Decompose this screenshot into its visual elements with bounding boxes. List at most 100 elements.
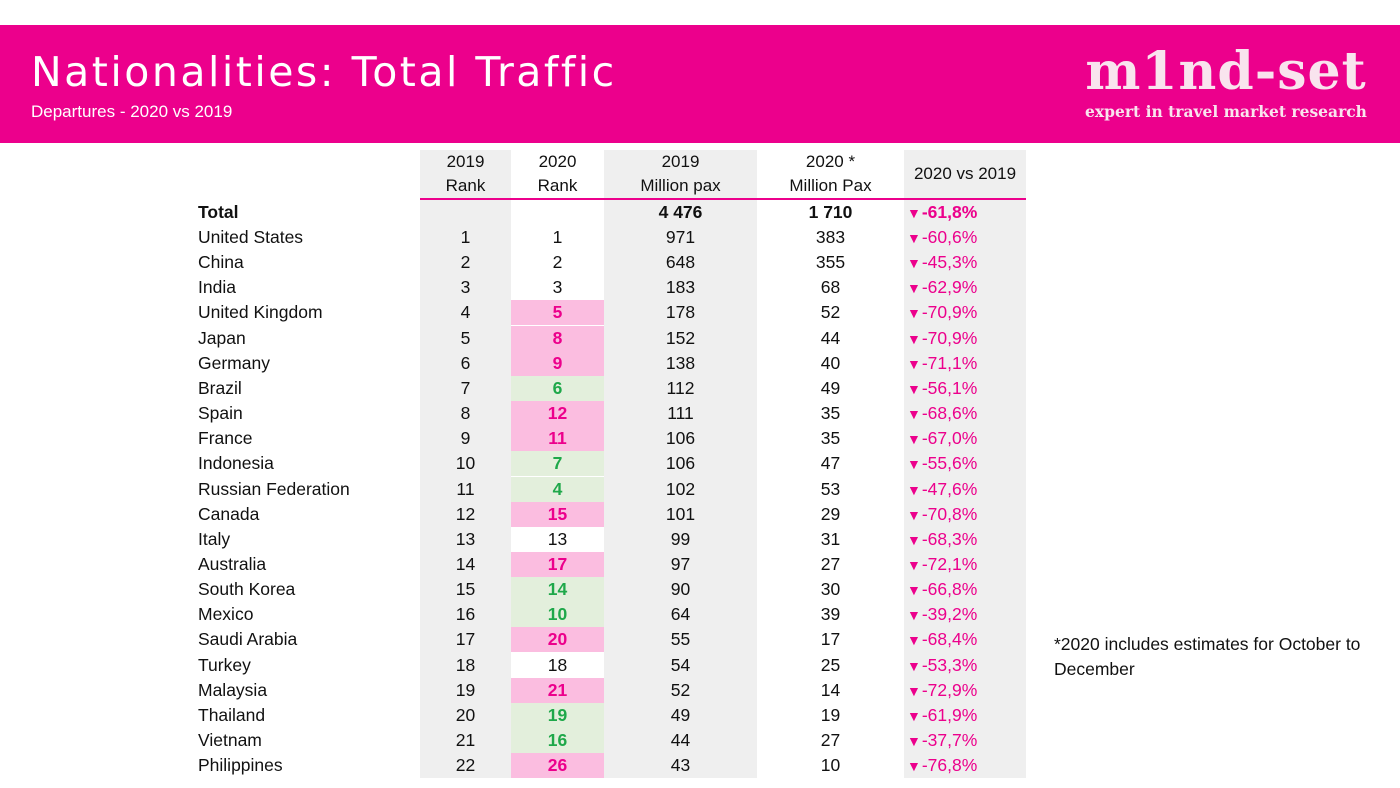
total-pax-2019: 4 476 [658, 202, 703, 222]
total-pax-2020: 1 710 [808, 202, 853, 222]
rank-2020-cell: 13 [511, 526, 604, 552]
change-value: -47,6% [921, 478, 978, 499]
page-title: Nationalities: Total Traffic [31, 48, 617, 96]
header-pax-2019: 2019 Million pax [640, 152, 721, 195]
rank-2019-cell: 3 [460, 277, 471, 298]
rank-2020-cell: 26 [511, 753, 604, 779]
rank-2019-cell: 8 [460, 403, 471, 424]
table-row: United States 1 1 971 383 ▼-60,6% [0, 225, 1100, 250]
change-cell: ▼-66,8% [907, 577, 977, 602]
pax-2019-cell: 44 [670, 730, 691, 750]
change-value: -45,3% [921, 252, 978, 273]
rank-2019-cell: 21 [455, 730, 476, 750]
logo-tagline: expert in travel market research [1085, 102, 1367, 121]
rank-2020-cell: 3 [511, 275, 604, 301]
change-value: -70,9% [921, 302, 978, 323]
country-name: Spain [198, 403, 243, 424]
pax-2020-cell: 35 [820, 403, 841, 424]
pax-2019-cell: 90 [670, 579, 691, 600]
table-row: Germany 6 9 138 40 ▼-71,1% [0, 350, 1100, 376]
rank-2020-cell: 4 [511, 476, 604, 502]
down-triangle-icon: ▼ [907, 758, 921, 775]
rank-2019-cell: 5 [460, 327, 471, 348]
change-value: -62,9% [921, 277, 978, 298]
pax-2019-cell: 106 [665, 453, 696, 474]
table-row: Philippines 22 26 43 10 ▼-76,8% [0, 753, 1100, 779]
pax-2020-cell: 10 [820, 755, 841, 776]
rank-2019-cell: 17 [455, 629, 476, 650]
down-triangle-icon: ▼ [907, 355, 921, 372]
down-triangle-icon: ▼ [907, 205, 921, 221]
page-subtitle: Departures - 2020 vs 2019 [31, 102, 233, 121]
pax-2019-cell: 178 [665, 302, 696, 323]
pax-2019-cell: 111 [667, 403, 694, 424]
rank-2020-cell: 11 [511, 426, 604, 452]
pax-2019-cell: 102 [665, 478, 696, 499]
pax-2020-cell: 355 [815, 252, 846, 273]
table-row: Canada 12 15 101 29 ▼-70,8% [0, 501, 1100, 527]
pax-2019-cell: 54 [670, 654, 691, 675]
pax-2019-cell: 49 [670, 704, 691, 725]
change-cell: ▼-56,1% [907, 376, 977, 401]
change-cell: ▼-70,8% [907, 502, 977, 527]
pax-2019-cell: 99 [670, 528, 691, 549]
change-cell: ▼-70,9% [907, 300, 977, 325]
rank-2019-cell: 18 [455, 654, 476, 675]
country-name: Brazil [198, 377, 242, 398]
pax-2019-cell: 152 [665, 327, 696, 348]
rank-2019-cell: 22 [455, 755, 476, 776]
change-cell: ▼-62,9% [907, 275, 977, 300]
down-triangle-icon: ▼ [907, 380, 921, 397]
pax-2020-cell: 17 [820, 629, 841, 650]
rank-2019-cell: 19 [455, 679, 476, 700]
rank-2020-cell: 2 [511, 250, 604, 276]
down-triangle-icon: ▼ [907, 582, 921, 599]
change-value: -55,6% [921, 453, 978, 474]
down-triangle-icon: ▼ [907, 556, 921, 573]
rank-2019-cell: 16 [455, 604, 476, 625]
change-value: -68,4% [921, 629, 978, 650]
table-row: Italy 13 13 99 31 ▼-68,3% [0, 526, 1100, 552]
pax-2020-cell: 25 [820, 654, 841, 675]
country-name: Germany [198, 352, 270, 373]
change-cell: ▼-53,3% [907, 653, 977, 678]
change-value: -61,9% [921, 704, 978, 725]
pax-2020-cell: 29 [820, 503, 841, 524]
down-triangle-icon: ▼ [907, 280, 921, 297]
pax-2020-cell: 40 [820, 352, 841, 373]
pax-2020-cell: 30 [820, 579, 841, 600]
pax-2019-cell: 43 [670, 755, 691, 776]
total-change-value: -61,8% [921, 202, 978, 222]
table-row: China 2 2 648 355 ▼-45,3% [0, 250, 1100, 276]
rank-2020-cell: 9 [511, 350, 604, 376]
change-cell: ▼-67,0% [907, 426, 977, 451]
country-name: Mexico [198, 604, 254, 625]
rank-2020-cell: 12 [511, 401, 604, 427]
rank-2020-cell: 10 [511, 602, 604, 628]
header-banner [0, 25, 1400, 143]
change-value: -72,1% [921, 553, 978, 574]
rank-2020-cell: 19 [511, 702, 604, 728]
pax-2019-cell: 138 [665, 352, 696, 373]
pax-2020-cell: 27 [820, 730, 841, 750]
rank-2020-cell: 6 [511, 375, 604, 401]
pax-2020-cell: 31 [820, 528, 841, 549]
down-triangle-icon: ▼ [907, 682, 921, 699]
down-triangle-icon: ▼ [907, 733, 921, 749]
pax-2020-cell: 49 [820, 377, 841, 398]
change-value: -60,6% [921, 227, 978, 247]
table-row: Spain 8 12 111 35 ▼-68,6% [0, 401, 1100, 427]
pax-2020-cell: 68 [820, 277, 841, 298]
pax-2020-cell: 19 [820, 704, 841, 725]
change-value: -68,6% [921, 403, 978, 424]
change-value: -70,9% [921, 327, 978, 348]
country-name: Vietnam [198, 730, 262, 750]
table-row: Japan 5 8 152 44 ▼-70,9% [0, 325, 1100, 351]
change-value: -53,3% [921, 654, 978, 675]
down-triangle-icon: ▼ [907, 431, 921, 448]
pax-2019-cell: 648 [665, 252, 696, 273]
change-cell: ▼-60,6% [907, 225, 977, 250]
change-value: -68,3% [921, 528, 978, 549]
rank-2020-cell: 17 [511, 551, 604, 577]
rank-2020-cell: 21 [511, 677, 604, 703]
